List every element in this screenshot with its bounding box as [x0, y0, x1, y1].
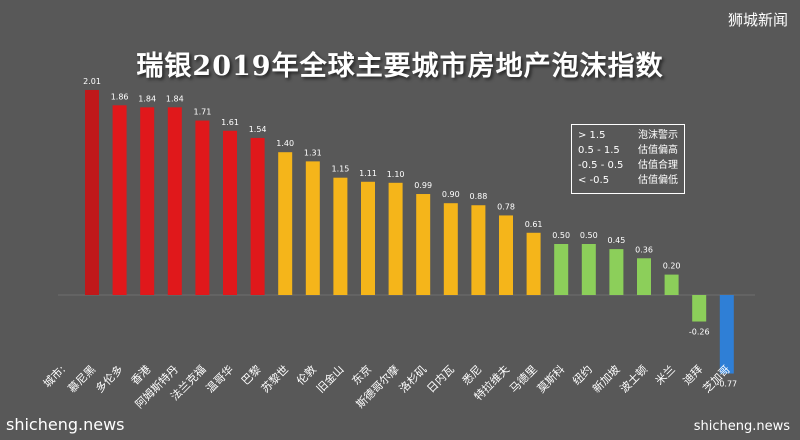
legend-label: 泡沫警示	[638, 130, 678, 141]
bar	[388, 182, 403, 295]
data-label: 0.88	[469, 192, 487, 201]
data-label: 1.54	[249, 125, 267, 134]
x-tick-label: 马德里	[506, 362, 539, 395]
bar	[581, 244, 596, 295]
bar	[250, 137, 265, 295]
bar	[609, 249, 624, 295]
data-label: 1.84	[166, 94, 184, 103]
bar	[85, 89, 99, 295]
data-label: 1.40	[276, 139, 294, 148]
bar	[554, 244, 569, 295]
x-tick-label: 温哥华	[203, 362, 236, 395]
legend-row: < -0.5 估值偏低	[578, 173, 678, 188]
bar	[416, 194, 431, 295]
x-tick-label: 多伦多	[92, 362, 125, 395]
bar	[443, 203, 458, 295]
legend-range: -0.5 - 0.5	[578, 160, 624, 171]
data-label: 1.61	[221, 118, 239, 127]
legend-row: -0.5 - 0.5 估值合理	[578, 158, 678, 173]
legend-row: > 1.5 泡沫警示	[578, 128, 678, 143]
data-label: -0.26	[689, 328, 710, 337]
legend-label: 估值偏高	[638, 145, 678, 156]
bar	[526, 232, 541, 295]
data-label: 0.99	[414, 181, 432, 190]
x-tick-label: 新加坡	[589, 362, 622, 395]
data-label: 1.10	[387, 170, 405, 179]
bar	[361, 181, 375, 295]
data-label: 0.78	[497, 202, 515, 211]
bar	[167, 107, 182, 295]
legend-label: 估值合理	[638, 160, 678, 171]
data-label: -0.77	[716, 380, 737, 389]
brand-watermark-bottom-left: shicheng.news	[6, 415, 125, 434]
brand-watermark-top: 狮城新闻	[727, 11, 788, 29]
x-tick-label: 莫斯科	[534, 362, 567, 395]
bar	[637, 258, 651, 295]
bar	[278, 152, 293, 295]
bar	[471, 205, 486, 295]
x-tick-label: 波士顿	[617, 362, 650, 395]
data-label: 0.50	[552, 231, 570, 240]
data-label: 1.15	[331, 165, 349, 174]
data-label: 0.36	[635, 245, 653, 254]
x-tick-label: 米兰	[653, 363, 678, 388]
legend-label: 估值偏低	[638, 175, 678, 186]
bar	[499, 215, 513, 295]
data-label: 1.11	[359, 169, 377, 178]
data-label: 0.50	[580, 231, 598, 240]
chart-legend: > 1.5 泡沫警示 0.5 - 1.5 估值偏高 -0.5 - 0.5 估值合…	[571, 124, 685, 194]
chart-title: 瑞银2019年全球主要城市房地产泡沫指数	[136, 51, 664, 82]
data-label: 0.61	[525, 220, 543, 229]
data-label: 1.31	[304, 148, 322, 157]
bar	[692, 295, 707, 322]
bar	[305, 161, 320, 295]
x-tick-label: 苏黎世	[258, 362, 291, 395]
legend-row: 0.5 - 1.5 估值偏高	[578, 143, 678, 158]
bar	[112, 105, 127, 295]
bar	[333, 177, 348, 295]
data-label: 0.90	[442, 190, 460, 199]
x-tick-label: 日内瓦	[424, 362, 457, 395]
data-label: 0.20	[663, 262, 681, 271]
data-label: 1.86	[111, 92, 129, 101]
legend-range: < -0.5	[578, 175, 610, 186]
data-label: 2.01	[83, 77, 101, 86]
x-axis-label: 城市:	[40, 362, 68, 390]
brand-watermark-bottom-right: shicheng.news	[693, 419, 790, 434]
data-label: 1.84	[138, 94, 156, 103]
data-label: 0.45	[607, 236, 625, 245]
x-tick-label: 洛杉矶	[396, 362, 429, 395]
bar	[664, 274, 679, 295]
data-label: 1.71	[193, 108, 211, 117]
legend-range: > 1.5	[578, 130, 606, 141]
bar	[223, 130, 237, 295]
bar	[195, 120, 210, 295]
bar	[719, 295, 734, 374]
x-tick-label: 旧金山	[313, 362, 346, 395]
legend-range: 0.5 - 1.5	[578, 145, 620, 156]
bar	[140, 107, 155, 295]
x-tick-label: 慕尼黑	[65, 362, 98, 395]
